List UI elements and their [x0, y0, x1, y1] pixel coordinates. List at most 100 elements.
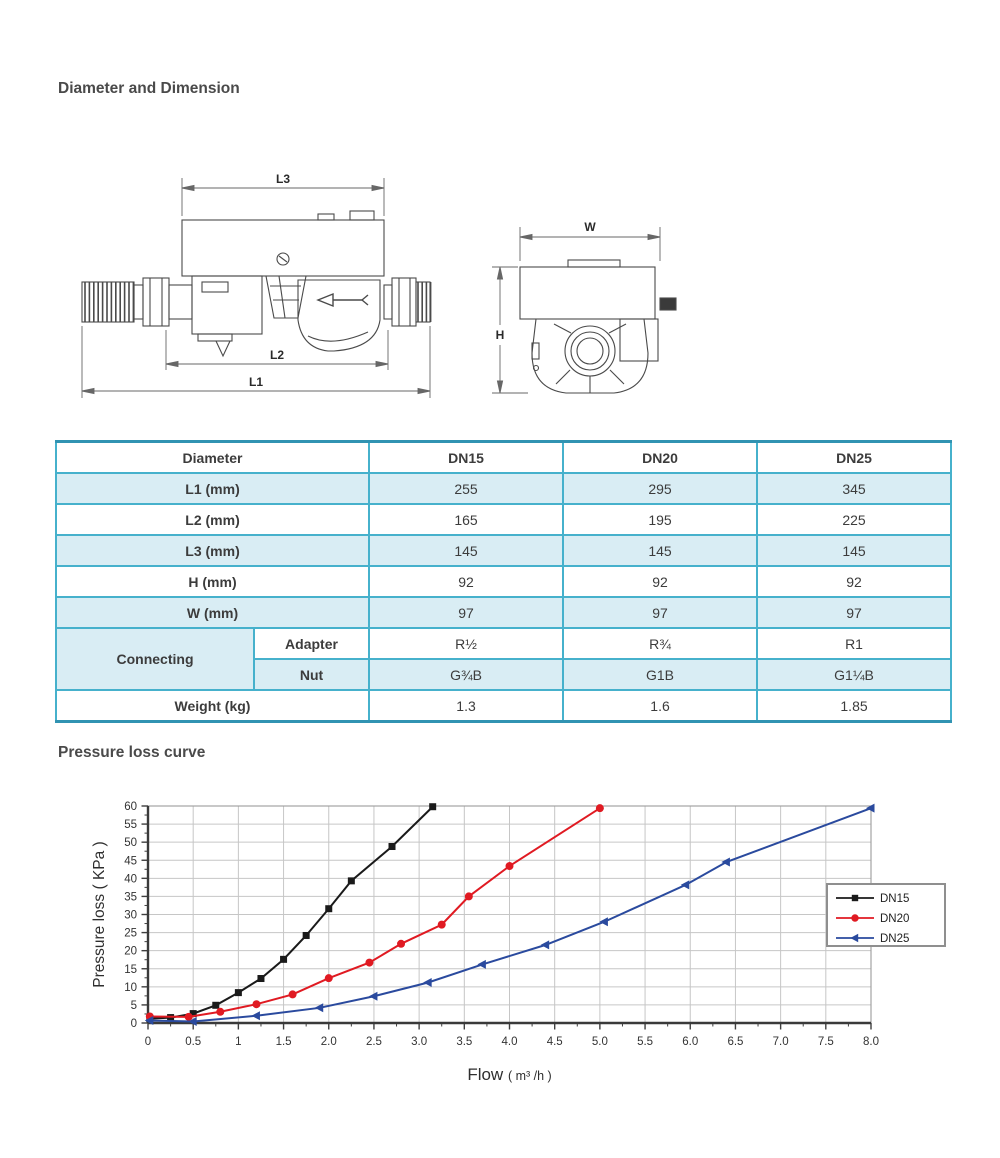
- section-title-dimension: Diameter and Dimension: [58, 80, 240, 97]
- col-header-diameter: Diameter: [54, 440, 371, 474]
- svg-text:20: 20: [124, 946, 137, 958]
- svg-text:3.0: 3.0: [411, 1036, 427, 1048]
- svg-text:45: 45: [124, 855, 137, 867]
- cell-adapter-dn20: R¾: [562, 627, 759, 660]
- table-row-nut: Nut G¾B G1B G1¼B: [56, 658, 953, 691]
- svg-text:35: 35: [124, 891, 137, 903]
- axis-ticks: [141, 805, 872, 1030]
- flow-direction-arrow: [316, 292, 369, 308]
- cell-h-dn15: 92: [368, 565, 565, 598]
- col-header-dn25: DN25: [756, 440, 953, 474]
- cell-l3-dn15: 145: [368, 534, 565, 567]
- col-header-dn20: DN20: [562, 440, 759, 474]
- meter-front-view-drawing: W H: [492, 220, 677, 394]
- series-DN25: [144, 803, 875, 1027]
- row-label-adapter: Adapter: [252, 627, 371, 660]
- chart-grid: [147, 805, 872, 1024]
- pressure-loss-chart: 0 0.5 1 1.5 2.0 2.5 3.0 3.5 4.0 4.5 5.0 5.5 6.0 6.5 7.…: [91, 801, 946, 1084]
- series-DN15: [146, 803, 437, 1023]
- svg-text:3.5: 3.5: [456, 1036, 472, 1048]
- cell-l1-dn15: 255: [368, 472, 565, 505]
- cell-l2-dn15: 165: [368, 503, 565, 536]
- table-row-h: H (mm) 92 92 92: [54, 565, 953, 598]
- table-row-l2: L2 (mm) 165 195 225: [54, 503, 953, 536]
- cell-weight-dn20: 1.6: [562, 689, 759, 723]
- svg-text:60: 60: [124, 801, 137, 813]
- thread-hatch-left: [84, 282, 135, 322]
- svg-text:8.0: 8.0: [863, 1036, 879, 1048]
- row-label-weight: Weight (kg): [54, 689, 371, 723]
- thread-hatch-right: [417, 282, 432, 322]
- legend-label-DN20: DN20: [880, 913, 909, 925]
- cell-h-dn20: 92: [562, 565, 759, 598]
- cell-l2-dn25: 225: [756, 503, 953, 536]
- chart-legend: DN15 DN20 DN25: [826, 883, 946, 947]
- legend-label-DN15: DN15: [880, 893, 909, 905]
- dim-label-w: W: [584, 220, 596, 234]
- meter-front-lines: [519, 259, 677, 394]
- cell-weight-dn15: 1.3: [368, 689, 565, 723]
- svg-text:0: 0: [131, 1018, 137, 1030]
- series-line-DN25: [149, 807, 872, 1023]
- table-row-header: Diameter DN15 DN20 DN25: [54, 440, 953, 474]
- svg-text:2.5: 2.5: [366, 1036, 382, 1048]
- svg-text:4.0: 4.0: [502, 1036, 518, 1048]
- cell-w-dn15: 97: [368, 596, 565, 629]
- legend-label-DN25: DN25: [880, 933, 909, 945]
- dim-label-l3: L3: [276, 172, 290, 186]
- y-axis-title: Pressure loss ( KPa ): [91, 841, 108, 987]
- svg-text:7.5: 7.5: [818, 1036, 834, 1048]
- svg-text:1.5: 1.5: [276, 1036, 292, 1048]
- dimension-lines-front: [492, 227, 661, 394]
- cell-nut-dn15: G¾B: [368, 658, 565, 691]
- row-label-connecting: Connecting: [55, 627, 255, 691]
- section-title-pressure-loss: Pressure loss curve: [58, 744, 206, 761]
- svg-text:2.0: 2.0: [321, 1036, 337, 1048]
- svg-text:7.0: 7.0: [773, 1036, 789, 1048]
- svg-text:6.0: 6.0: [682, 1036, 698, 1048]
- cell-weight-dn25: 1.85: [756, 689, 953, 723]
- x-axis-title: Flow ( m³ /h ): [467, 1065, 551, 1084]
- series-line-DN20: [149, 807, 601, 1018]
- col-header-dn15: DN15: [368, 440, 565, 474]
- svg-text:4.5: 4.5: [547, 1036, 563, 1048]
- meter-body-lines: [81, 210, 432, 358]
- svg-text:55: 55: [124, 819, 137, 831]
- row-label-l1: L1 (mm): [54, 472, 371, 505]
- row-label-h: H (mm): [54, 565, 371, 598]
- dim-label-l2: L2: [270, 348, 284, 362]
- svg-text:15: 15: [124, 964, 137, 976]
- svg-text:5: 5: [131, 1000, 137, 1012]
- cell-h-dn25: 92: [756, 565, 953, 598]
- cell-l3-dn20: 145: [562, 534, 759, 567]
- svg-text:30: 30: [124, 910, 137, 922]
- cell-nut-dn25: G1¼B: [756, 658, 953, 691]
- row-label-l2: L2 (mm): [54, 503, 371, 536]
- dim-label-h: H: [496, 328, 505, 342]
- row-label-w: W (mm): [54, 596, 371, 629]
- svg-text:5.0: 5.0: [592, 1036, 608, 1048]
- cell-w-dn20: 97: [562, 596, 759, 629]
- svg-text:50: 50: [124, 837, 137, 849]
- cell-adapter-dn15: R½: [368, 627, 565, 660]
- cell-adapter-dn25: R1: [756, 627, 953, 660]
- table-row-l3: L3 (mm) 145 145 145: [54, 534, 953, 567]
- svg-text:6.5: 6.5: [727, 1036, 743, 1048]
- cell-l2-dn20: 195: [562, 503, 759, 536]
- svg-text:0.5: 0.5: [185, 1036, 201, 1048]
- table-row-l1: L1 (mm) 255 295 345: [54, 472, 953, 505]
- table-row-w: W (mm) 97 97 97: [54, 596, 953, 629]
- svg-text:25: 25: [124, 928, 137, 940]
- dimension-table: Diameter DN15 DN20 DN25 L1 (mm) 255 295 …: [54, 440, 953, 723]
- meter-side-view-drawing: L3 L2 L1: [81, 172, 432, 398]
- svg-text:0: 0: [145, 1036, 151, 1048]
- table-row-weight: Weight (kg) 1.3 1.6 1.85: [54, 689, 953, 723]
- cell-l3-dn25: 145: [756, 534, 953, 567]
- dim-label-l1: L1: [249, 375, 263, 389]
- svg-text:5.5: 5.5: [637, 1036, 653, 1048]
- table-row-adapter: Connecting Adapter R½ R¾ R1: [55, 627, 953, 691]
- cell-nut-dn20: G1B: [562, 658, 759, 691]
- row-label-l3: L3 (mm): [54, 534, 371, 567]
- tick-labels: 0 0.5 1 1.5 2.0 2.5 3.0 3.5 4.0 4.5 5.0 5.5 6.0 6.5 7.…: [124, 801, 879, 1048]
